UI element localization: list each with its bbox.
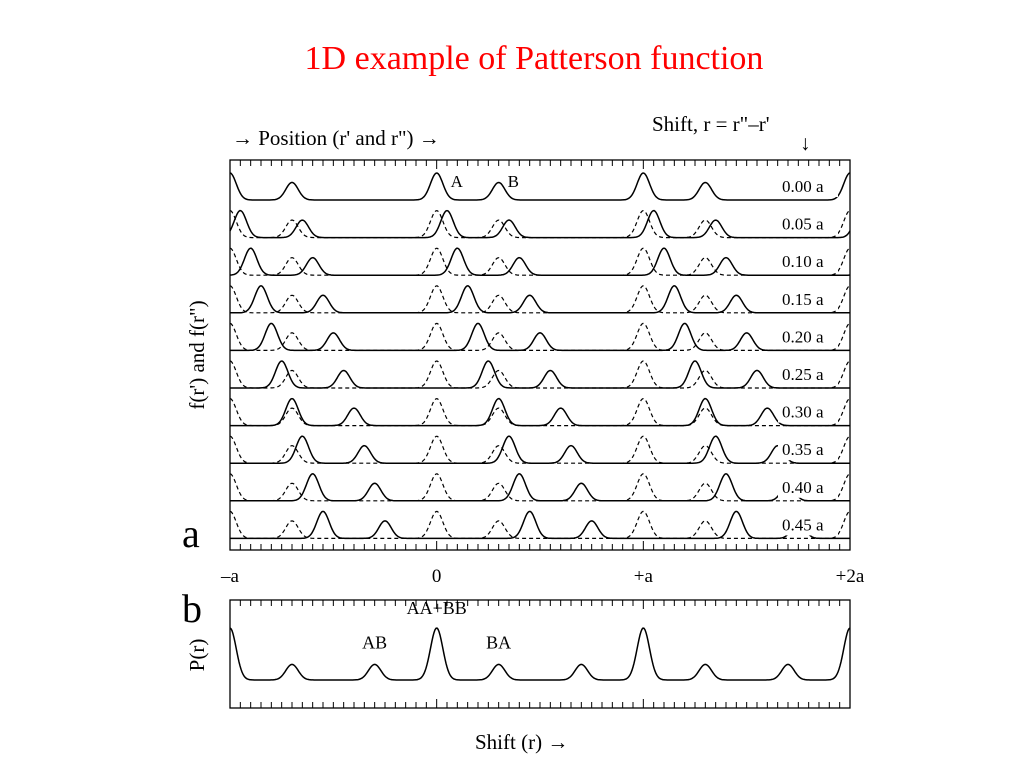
reference-curve-dashed bbox=[229, 209, 851, 239]
panel-b-ylabel: P(r) bbox=[185, 639, 209, 672]
shift-row: 0.45 a bbox=[229, 510, 851, 540]
reference-curve-dashed bbox=[229, 285, 851, 314]
peak-ba-label: BA bbox=[486, 632, 511, 652]
shifted-curve bbox=[230, 510, 850, 540]
shift-label-bg bbox=[778, 475, 838, 498]
panel-a-rows: 0.00 a 0.05 a 0.10 a 0.15 a 0.20 a 0.25 a 0.30… bbox=[229, 172, 851, 540]
x-tick-labels: –a 0 +a +2a bbox=[220, 566, 865, 587]
reference-curve-dashed bbox=[229, 510, 851, 539]
atom-a-label: A bbox=[451, 172, 464, 191]
x-tick-label: 0 bbox=[432, 566, 442, 587]
panel-b-xlabel: Shift (r) → bbox=[475, 730, 568, 754]
shift-label-bg bbox=[778, 250, 838, 273]
panel-a-letter: a bbox=[182, 511, 200, 556]
shift-row-label: 0.10 a bbox=[782, 252, 824, 271]
shift-row: 0.40 a bbox=[229, 473, 851, 502]
shift-label-bg bbox=[778, 438, 838, 461]
shift-label-bg bbox=[778, 212, 838, 235]
shift-label-bg bbox=[778, 513, 838, 536]
shift-row: 0.25 a bbox=[229, 360, 851, 389]
panel-b-letter: b bbox=[182, 586, 202, 631]
x-tick-label: +a bbox=[634, 566, 654, 587]
reference-curve-dashed bbox=[229, 435, 851, 464]
shifted-curve bbox=[230, 285, 850, 314]
x-tick-label: +2a bbox=[836, 566, 865, 587]
position-label: → Position (r' and r") → bbox=[232, 126, 440, 150]
shift-row-label: 0.30 a bbox=[782, 403, 824, 422]
shift-row: 0.35 a bbox=[229, 435, 851, 464]
shift-label-bg bbox=[778, 175, 838, 197]
reference-curve-dashed bbox=[229, 473, 851, 502]
panel-a-ticks bbox=[229, 160, 851, 550]
shifted-curve bbox=[230, 322, 850, 352]
slide-title: 1D example of Patterson function bbox=[304, 40, 764, 77]
shift-row: 0.20 a bbox=[229, 322, 851, 352]
shift-label-bg bbox=[778, 363, 838, 385]
shift-row-label: 0.40 a bbox=[782, 478, 824, 497]
peak-aa-bb-label: AA+BB bbox=[407, 598, 467, 618]
shifted-curve bbox=[229, 209, 851, 239]
shift-label: Shift, r = r"–r' bbox=[652, 112, 770, 136]
shift-row: 0.30 a bbox=[229, 397, 851, 427]
shift-row: 0.00 a bbox=[229, 172, 851, 201]
reference-curve-dashed bbox=[229, 322, 851, 351]
shift-label-bg bbox=[778, 287, 838, 310]
shift-row-label: 0.35 a bbox=[782, 440, 824, 459]
shifted-curve bbox=[230, 360, 850, 389]
shift-row: 0.05 a bbox=[229, 209, 851, 239]
x-tick-label: –a bbox=[220, 566, 240, 587]
shift-row: 0.10 a bbox=[229, 247, 851, 276]
shifted-curve bbox=[230, 397, 850, 427]
shift-label-bg bbox=[778, 325, 838, 348]
panel-a-frame bbox=[229, 159, 851, 551]
shift-row: 0.15 a bbox=[229, 285, 851, 314]
shift-row-label: 0.20 a bbox=[782, 327, 824, 346]
atom-b-label: B bbox=[508, 172, 519, 191]
shift-row-label: 0.00 a bbox=[782, 177, 824, 196]
shifted-curve bbox=[229, 247, 850, 276]
shift-arrow-icon: ↓ bbox=[800, 131, 811, 155]
shift-label-bg bbox=[778, 400, 838, 423]
panel-b-frame bbox=[229, 599, 851, 709]
shift-row-label: 0.15 a bbox=[782, 290, 824, 309]
panel-a-ylabel: f(r') and f(r") bbox=[185, 300, 209, 409]
shift-row-label: 0.45 a bbox=[782, 515, 824, 534]
shifted-curve bbox=[229, 172, 851, 201]
shift-row-label: 0.25 a bbox=[782, 365, 824, 384]
shift-row-label: 0.05 a bbox=[782, 215, 824, 234]
shifted-curve bbox=[230, 473, 850, 502]
shifted-curve bbox=[230, 435, 850, 464]
panel-b-ticks bbox=[229, 600, 851, 708]
reference-curve-dashed bbox=[229, 360, 851, 389]
peak-ab-label: AB bbox=[362, 632, 387, 652]
patterson-curve bbox=[229, 627, 851, 681]
